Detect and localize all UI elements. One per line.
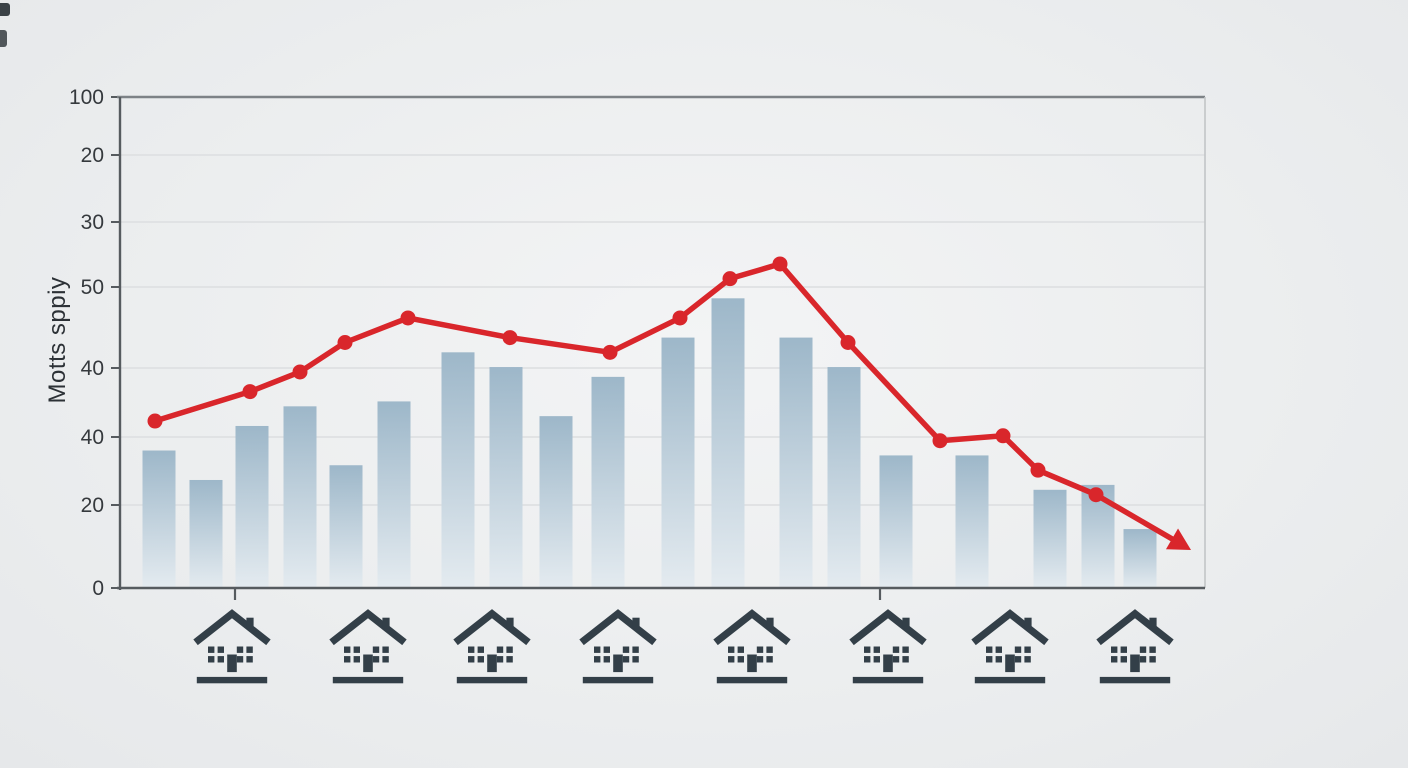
bar [711, 298, 745, 588]
bar [779, 337, 813, 588]
bar [189, 479, 223, 588]
corner-artifact [0, 30, 7, 47]
trend-line-marker [722, 271, 738, 287]
trend-line-marker [840, 335, 856, 350]
trend-line-marker [932, 433, 948, 449]
trend-line-path [152, 261, 1175, 542]
trend-line-marker [242, 384, 258, 400]
bar [539, 416, 573, 588]
y-tick-label: 100 [69, 86, 104, 109]
trend-line-marker [772, 256, 788, 272]
y-axis-title: Motts sppiy [44, 276, 71, 404]
bar [142, 450, 176, 588]
bar [1123, 529, 1157, 588]
trend-line-marker [995, 428, 1011, 444]
trend-line-marker [1088, 487, 1104, 503]
trend-line-marker [147, 413, 163, 429]
y-tick-label: 20 [81, 494, 104, 517]
trend-line-marker [602, 344, 618, 360]
house-icon [457, 614, 527, 684]
house-icon [583, 614, 653, 684]
corner-artifact [0, 3, 10, 16]
bar [955, 455, 989, 588]
y-tick-label: 30 [81, 211, 104, 234]
house-icon [853, 614, 923, 684]
y-tick-label: 50 [81, 276, 104, 299]
bar [441, 352, 475, 588]
bar [591, 376, 625, 588]
trend-line-marker [400, 310, 416, 326]
bar [661, 337, 695, 588]
house-icon [975, 614, 1045, 684]
y-tick-label: 0 [92, 577, 104, 600]
bar [879, 455, 913, 588]
y-tick-label: 20 [81, 144, 104, 167]
trend-arrowhead [1165, 528, 1192, 550]
bar [827, 367, 861, 588]
trend-line-marker [292, 364, 308, 380]
house-icon [717, 614, 787, 684]
bar [235, 425, 269, 588]
house-icon [333, 614, 403, 684]
trend-line-marker [672, 310, 688, 326]
bar [377, 401, 411, 588]
trend-line-marker [502, 330, 518, 346]
house-icon [197, 614, 267, 684]
trend-line-marker [1030, 462, 1046, 478]
axes: 100 20 30 50 40 40 20 0 [69, 86, 1206, 600]
bar [489, 367, 523, 588]
bar [283, 406, 317, 588]
y-tick-label: 40 [81, 426, 104, 449]
trend-line-marker [337, 335, 353, 350]
bar-series [142, 298, 1157, 588]
house-icon [1100, 614, 1170, 684]
y-tick-label: 40 [81, 357, 104, 380]
line-series [147, 256, 1192, 550]
x-axis-house-icons [197, 614, 1170, 684]
bar [329, 465, 363, 588]
bar [1033, 489, 1067, 588]
